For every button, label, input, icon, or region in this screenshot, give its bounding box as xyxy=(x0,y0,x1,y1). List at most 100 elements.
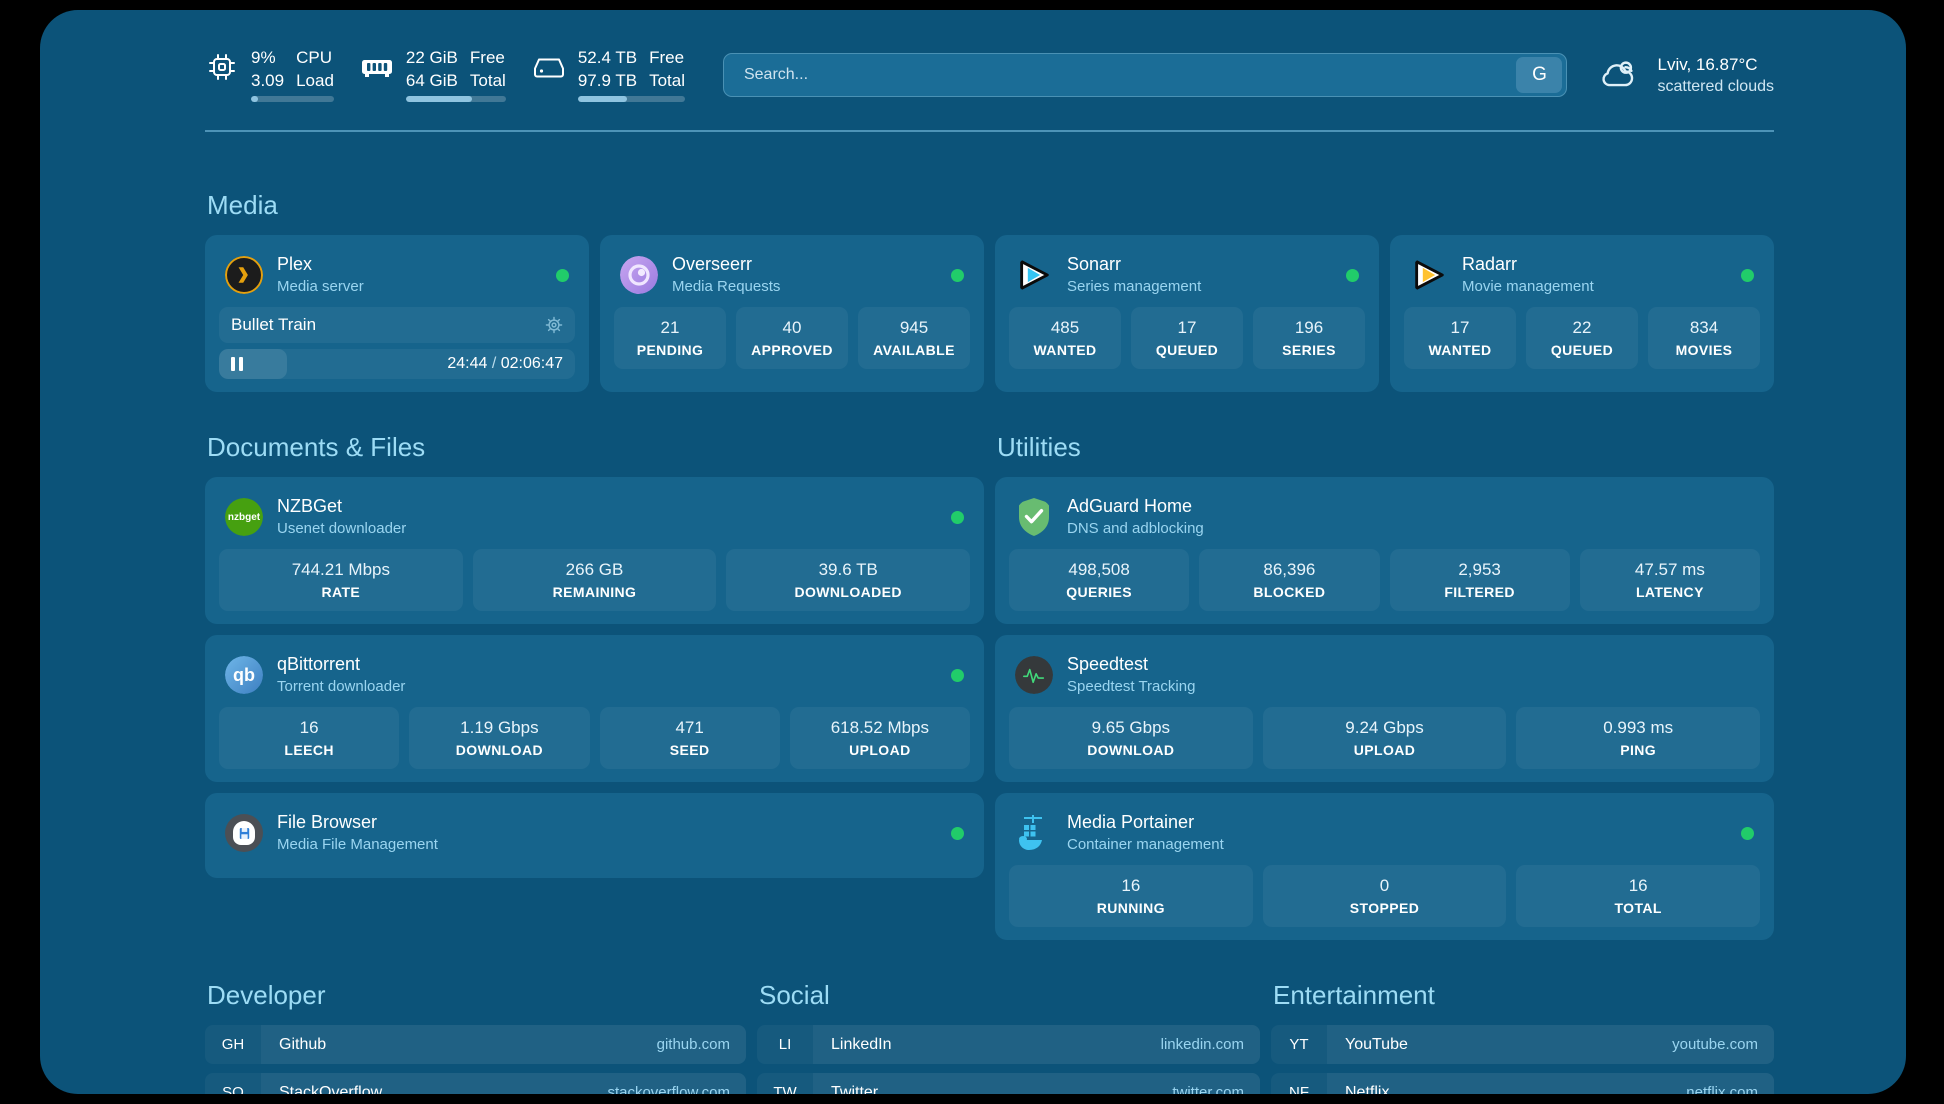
stat-tile-label: SERIES xyxy=(1282,342,1336,358)
stat-tile[interactable]: 21 PENDING xyxy=(614,307,726,369)
stat-tile[interactable]: 834 MOVIES xyxy=(1648,307,1760,369)
bookmark-item[interactable]: LI LinkedIn linkedin.com xyxy=(757,1025,1260,1064)
service-card[interactable]: qb qBittorrent Torrent downloader 16 LEE… xyxy=(205,635,984,782)
system-stats: 9% 3.09 CPU Load 22 GiB 64 GiB Free Tota… xyxy=(205,46,685,104)
stat-tile-value: 1.19 Gbps xyxy=(460,718,539,737)
service-card[interactable]: Speedtest Speedtest Tracking 9.65 Gbps D… xyxy=(995,635,1774,782)
search-engine-button[interactable]: G xyxy=(1516,57,1563,93)
bookmark-item[interactable]: GH Github github.com xyxy=(205,1025,746,1064)
stat-tile-value: 16 xyxy=(299,718,319,737)
stat-tile[interactable]: 498,508 QUERIES xyxy=(1009,549,1190,611)
stat-tile[interactable]: 9.65 Gbps DOWNLOAD xyxy=(1009,707,1253,769)
stat-tile[interactable]: 17 WANTED xyxy=(1404,307,1516,369)
section-title-utilities: Utilities xyxy=(997,432,1081,462)
stat-tile-value: 266 GB xyxy=(565,560,624,579)
search-input[interactable] xyxy=(743,66,1517,84)
card-header[interactable]: Speedtest Speedtest Tracking xyxy=(1009,648,1760,707)
card-header[interactable]: Plex Media server xyxy=(219,248,575,307)
stat-tile[interactable]: 0 STOPPED xyxy=(1262,865,1507,927)
service-name: Overseerr xyxy=(672,254,753,274)
stat-tile-label: QUERIES xyxy=(1066,584,1133,600)
stat-tile[interactable]: 86,396 BLOCKED xyxy=(1199,549,1380,611)
service-subtitle: Media File Management xyxy=(277,836,438,853)
stat-tile[interactable]: 744.21 Mbps RATE xyxy=(219,549,463,611)
stat-tile-label: LATENCY xyxy=(1635,584,1704,600)
card-header[interactable]: Overseerr Media Requests xyxy=(614,248,970,307)
stat-tile[interactable]: 2,953 FILTERED xyxy=(1389,549,1570,611)
stat-memory: 22 GiB 64 GiB Free Total xyxy=(360,46,506,104)
service-subtitle: Usenet downloader xyxy=(277,520,407,537)
stat-tile-value: 744.21 Mbps xyxy=(291,560,390,579)
stat-tile[interactable]: 16 TOTAL xyxy=(1516,865,1761,927)
stat-tile[interactable]: 39.6 TB DOWNLOADED xyxy=(726,549,971,611)
status-badge xyxy=(951,668,964,682)
bookmarks-section: Developer GH Github github.com SO StackO… xyxy=(205,980,1774,1094)
card-header[interactable]: File Browser Media File Management xyxy=(219,806,970,865)
stat-tile[interactable]: 945 AVAILABLE xyxy=(858,307,970,369)
service-card[interactable]: Media Portainer Container management 16 … xyxy=(995,793,1774,940)
stat-storage: 52.4 TB 97.9 TB Free Total xyxy=(532,46,685,104)
service-card[interactable]: Radarr Movie management 17 WANTED 22 QUE… xyxy=(1390,235,1774,392)
card-header[interactable]: Sonarr Series management xyxy=(1009,248,1365,307)
bookmark-item[interactable]: YT YouTube youtube.com xyxy=(1271,1025,1774,1064)
service-name: Plex xyxy=(277,254,313,274)
bookmark-name: Netflix xyxy=(1345,1083,1390,1095)
stat-tiles: 485 WANTED 17 QUEUED 196 SERIES xyxy=(1009,307,1365,369)
service-card[interactable]: Overseerr Media Requests 21 PENDING 40 A… xyxy=(600,235,984,392)
stat-tile[interactable]: 196 SERIES xyxy=(1253,307,1365,369)
stat-tile[interactable]: 471 SEED xyxy=(599,707,780,769)
service-card[interactable]: nzbget NZBGet Usenet downloader 744.21 M… xyxy=(205,477,984,624)
stat-tile[interactable]: 485 WANTED xyxy=(1009,307,1121,369)
pause-icon[interactable] xyxy=(231,357,243,371)
stat-tile[interactable]: 17 QUEUED xyxy=(1131,307,1243,369)
stat-tile[interactable]: 16 RUNNING xyxy=(1009,865,1253,927)
stat-tile[interactable]: 16 LEECH xyxy=(219,707,400,769)
bookmark-url: twitter.com xyxy=(1172,1084,1244,1094)
weather-condition: scattered clouds xyxy=(1657,77,1774,95)
bookmark-item[interactable]: SO StackOverflow stackoverflow.com xyxy=(205,1073,746,1094)
bookmark-item[interactable]: NF Netflix netflix.com xyxy=(1271,1073,1774,1094)
gear-icon[interactable] xyxy=(545,316,563,334)
card-header[interactable]: qb qBittorrent Torrent downloader xyxy=(219,648,970,707)
stat-tile-label: RUNNING xyxy=(1096,900,1165,916)
stat-tile-value: 834 xyxy=(1689,318,1719,337)
now-playing-title: Bullet Train xyxy=(231,315,317,334)
stat-tile-label: UPLOAD xyxy=(1353,742,1416,758)
card-header[interactable]: nzbget NZBGet Usenet downloader xyxy=(219,490,970,549)
card-header[interactable]: Media Portainer Container management xyxy=(1009,806,1760,865)
stat-tile-label: PING xyxy=(1620,742,1657,758)
stat-tile-label: APPROVED xyxy=(751,342,833,358)
stat-tiles: 9.65 Gbps DOWNLOAD 9.24 Gbps UPLOAD 0.99… xyxy=(1009,707,1761,769)
service-card[interactable]: File Browser Media File Management xyxy=(205,793,984,878)
bookmark-abbr: YT xyxy=(1271,1025,1327,1064)
sonarr-icon xyxy=(1015,256,1053,294)
now-playing-row[interactable]: Bullet Train xyxy=(219,307,575,343)
service-card[interactable]: AdGuard Home DNS and adblocking 498,508 … xyxy=(995,477,1774,624)
stat-memory-progress xyxy=(405,96,506,102)
stat-tile[interactable]: 0.993 ms PING xyxy=(1516,707,1761,769)
service-card[interactable]: Sonarr Series management 485 WANTED 17 Q… xyxy=(995,235,1379,392)
stat-cpu: 9% 3.09 CPU Load xyxy=(205,46,334,104)
bookmark-item[interactable]: TW Twitter twitter.com xyxy=(757,1073,1260,1094)
stat-tile[interactable]: 1.19 Gbps DOWNLOAD xyxy=(409,707,590,769)
stat-tile[interactable]: 47.57 ms LATENCY xyxy=(1579,549,1760,611)
stat-tile[interactable]: 9.24 Gbps UPLOAD xyxy=(1262,707,1507,769)
service-card[interactable]: Plex Media server Bullet Train 24:44 / 0… xyxy=(205,235,589,392)
stat-tile[interactable]: 618.52 Mbps UPLOAD xyxy=(789,707,970,769)
stat-tile-label: REMAINING xyxy=(552,584,637,600)
stat-tile[interactable]: 22 QUEUED xyxy=(1526,307,1638,369)
section-title-documents: Documents & Files xyxy=(207,432,426,462)
service-subtitle: Series management xyxy=(1067,278,1202,295)
stat-tile-label: STOPPED xyxy=(1349,900,1420,916)
card-header[interactable]: Radarr Movie management xyxy=(1404,248,1760,307)
stat-tile[interactable]: 266 GB REMAINING xyxy=(472,549,717,611)
service-name: Sonarr xyxy=(1067,254,1122,274)
playback-progress-bar[interactable]: 24:44 / 02:06:47 xyxy=(219,349,575,379)
status-badge xyxy=(951,268,964,282)
stat-tile[interactable]: 40 APPROVED xyxy=(736,307,848,369)
bookmark-name: Github xyxy=(279,1035,327,1053)
search-bar[interactable]: G xyxy=(722,53,1568,97)
card-header[interactable]: AdGuard Home DNS and adblocking xyxy=(1009,490,1760,549)
bookmark-name: YouTube xyxy=(1345,1035,1408,1053)
header-divider xyxy=(205,130,1774,132)
